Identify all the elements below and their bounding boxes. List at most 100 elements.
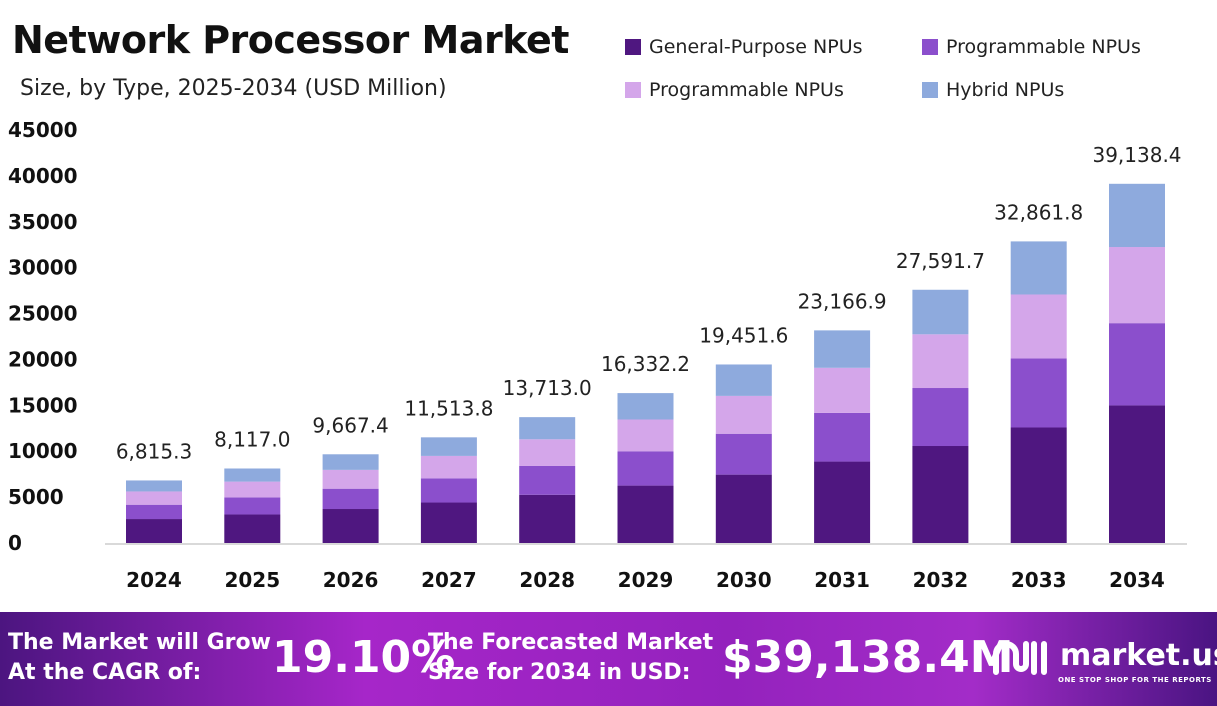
legend-swatch (922, 39, 938, 55)
legend-swatch (922, 82, 938, 98)
bar-segment-2025-s3 (224, 468, 281, 482)
bar-segment-2033-s2 (1010, 294, 1067, 359)
data-label-2034: 39,138.4 (1092, 143, 1181, 167)
bar-segment-2028-s3 (519, 417, 576, 440)
data-label-2031: 23,166.9 (798, 289, 887, 313)
bar-segment-2025-s0 (224, 514, 281, 543)
bar-segment-2033-s0 (1010, 427, 1067, 543)
bar-segment-2029-s1 (617, 451, 674, 486)
bar-segment-2030-s0 (715, 474, 772, 543)
cagr-label-2: At the CAGR of: (8, 660, 202, 685)
data-label-2025: 8,117.0 (214, 428, 290, 452)
chart-subtitle: Size, by Type, 2025-2034 (USD Million) (20, 76, 447, 101)
bar-segment-2028-s2 (519, 439, 576, 466)
y-tick-label: 25000 (8, 302, 78, 326)
bar-segment-2024-s3 (126, 480, 182, 492)
bar-segment-2030-s2 (715, 395, 772, 434)
bar-segment-2026-s2 (322, 469, 379, 489)
chart-title: Network Processor Market (12, 18, 569, 62)
legend-programmable: Programmable NPUs (922, 36, 1141, 58)
legend-label: Programmable NPUs (946, 36, 1141, 58)
bar-segment-2028-s0 (519, 494, 576, 543)
bar-segment-2031-s0 (814, 461, 871, 543)
bar-segment-2031-s1 (814, 412, 871, 462)
y-tick-label: 40000 (8, 164, 78, 188)
bar-chart: 0 5000 10000 15000 20000 25000 30000 35000 40000… (8, 118, 1187, 592)
bar-segment-2027-s1 (420, 478, 477, 503)
bar-segment-2027-s3 (420, 437, 477, 456)
bar-segment-2026-s3 (322, 454, 379, 470)
bar-segment-2032-s2 (912, 334, 969, 389)
y-tick-label: 20000 (8, 347, 78, 371)
bar-segment-2034-s2 (1109, 247, 1165, 324)
x-tick-label: 2032 (913, 568, 969, 592)
market-us-logo-icon (993, 641, 1047, 675)
y-tick-label: 30000 (8, 256, 78, 280)
bar-segment-2027-s2 (420, 455, 477, 479)
y-tick-label: 10000 (8, 439, 78, 463)
x-tick-label: 2028 (519, 568, 575, 592)
bar-segment-2028-s1 (519, 465, 576, 495)
x-tick-label: 2026 (323, 568, 379, 592)
cagr-label-1: The Market will Grow (8, 630, 271, 655)
data-label-2029: 16,332.2 (601, 352, 690, 376)
bar-segment-2032-s3 (912, 289, 969, 335)
y-tick-label: 5000 (8, 485, 64, 509)
summary-banner: The Market will Grow At the CAGR of: 19.… (0, 612, 1217, 706)
cagr-value: 19.10% (272, 632, 456, 683)
x-tick-label: 2029 (618, 568, 674, 592)
bar-segment-2033-s1 (1010, 358, 1067, 428)
legend-swatch (625, 82, 641, 98)
brand-logo: market.us (1060, 638, 1217, 673)
bar-segment-2032-s1 (912, 388, 969, 447)
x-tick-label: 2034 (1109, 568, 1165, 592)
bar-segment-2034-s0 (1109, 405, 1165, 543)
data-label-2026: 9,667.4 (312, 413, 388, 437)
bar-segment-2034-s1 (1109, 323, 1165, 406)
bar-segment-2025-s2 (224, 481, 281, 498)
bar-segment-2026-s0 (322, 509, 379, 543)
forecast-label-1: The Forecasted Market (428, 630, 714, 655)
bar-segment-2027-s0 (420, 502, 477, 543)
data-label-2030: 19,451.6 (699, 323, 788, 347)
forecast-label-2: Size for 2034 in USD: (428, 660, 691, 685)
y-tick-label: 35000 (8, 210, 78, 234)
bar-segment-2029-s0 (617, 485, 674, 543)
x-tick-label: 2033 (1011, 568, 1067, 592)
data-label-2024: 6,815.3 (116, 439, 192, 463)
data-label-2033: 32,861.8 (994, 200, 1083, 224)
legend-hybrid: Hybrid NPUs (922, 79, 1064, 101)
bar-segment-2030-s3 (715, 364, 772, 396)
x-tick-label: 2025 (224, 568, 280, 592)
bar-segment-2024-s1 (126, 504, 182, 520)
legend-label: General-Purpose NPUs (649, 36, 863, 58)
data-label-2032: 27,591.7 (896, 249, 985, 273)
bar-segment-2030-s1 (715, 433, 772, 475)
legend-label: Programmable NPUs (649, 79, 844, 101)
x-tick-label: 2027 (421, 568, 477, 592)
bar-segment-2029-s3 (617, 393, 674, 420)
bar-segment-2026-s1 (322, 488, 379, 510)
bar-segment-2024-s0 (126, 519, 182, 543)
bar-segment-2029-s2 (617, 419, 674, 452)
brand-tagline: ONE STOP SHOP FOR THE REPORTS (1058, 676, 1212, 684)
legend-general-purpose: General-Purpose NPUs (625, 36, 863, 58)
y-tick-label: 45000 (8, 118, 78, 142)
bar-segment-2025-s1 (224, 497, 281, 515)
forecast-value: $39,138.4M (722, 632, 1014, 683)
bar-segment-2031-s3 (814, 330, 871, 368)
x-tick-label: 2030 (716, 568, 772, 592)
data-label-2028: 13,713.0 (503, 376, 592, 400)
data-label-2027: 11,513.8 (404, 396, 493, 420)
legend-swatch (625, 39, 641, 55)
bar-segment-2031-s2 (814, 367, 871, 413)
bar-segment-2032-s0 (912, 446, 969, 543)
bar-segment-2034-s3 (1109, 183, 1165, 248)
bar-segment-2024-s2 (126, 491, 182, 505)
bar-segment-2033-s3 (1010, 241, 1067, 295)
legend-programmable-2: Programmable NPUs (625, 79, 844, 101)
x-tick-label: 2024 (126, 568, 182, 592)
x-tick-label: 2031 (814, 568, 870, 592)
y-tick-label: 15000 (8, 393, 78, 417)
legend-label: Hybrid NPUs (946, 79, 1065, 101)
